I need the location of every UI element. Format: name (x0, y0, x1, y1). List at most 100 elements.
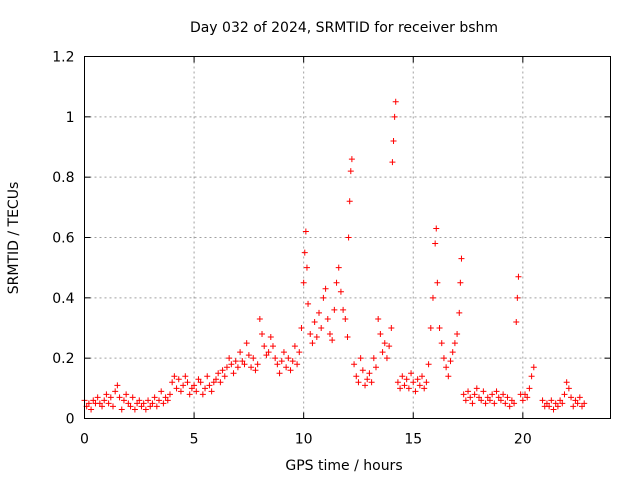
data-point (530, 364, 537, 371)
data-point (326, 331, 333, 338)
data-point (579, 403, 586, 410)
data-point (340, 306, 347, 313)
y-tick-label: 0.2 (52, 351, 74, 367)
data-point (427, 325, 434, 331)
data-point (175, 376, 182, 383)
data-point (322, 285, 329, 292)
data-point (136, 397, 143, 404)
data-point (388, 325, 395, 331)
data-point (85, 400, 92, 407)
data-point (160, 400, 167, 407)
data-point (204, 373, 211, 380)
data-point (228, 361, 235, 368)
data-point (351, 361, 358, 368)
data-point (528, 373, 535, 380)
data-point (301, 249, 308, 256)
data-point (419, 373, 426, 380)
data-point (348, 156, 355, 163)
data-point (383, 355, 390, 362)
x-tick-label: 5 (190, 432, 199, 448)
data-point (311, 318, 318, 325)
data-point (180, 382, 187, 389)
data-point (346, 198, 353, 205)
data-points (81, 98, 588, 413)
data-point (345, 234, 352, 241)
data-point (456, 309, 463, 316)
data-point (276, 370, 283, 377)
data-point (287, 367, 294, 374)
data-point (294, 361, 301, 368)
data-point (169, 379, 176, 386)
data-point (403, 376, 410, 383)
x-tick-label: 20 (514, 432, 532, 448)
data-point (94, 394, 101, 401)
data-point (195, 376, 202, 383)
data-point (563, 379, 570, 386)
data-point (300, 279, 307, 286)
data-point (217, 379, 224, 386)
data-point (392, 98, 399, 105)
data-point (513, 318, 520, 325)
data-point (372, 364, 379, 371)
data-point (425, 361, 432, 368)
data-point (357, 355, 364, 362)
data-point (568, 394, 575, 401)
data-point (156, 397, 163, 404)
data-point (347, 168, 354, 175)
data-point (493, 388, 500, 395)
chart-title: Day 032 of 2024, SRMTID for receiver bsh… (190, 20, 498, 36)
data-point (391, 113, 398, 120)
data-point (559, 400, 566, 407)
data-point (486, 397, 493, 404)
data-point (149, 400, 156, 407)
data-point (245, 352, 252, 359)
data-point (162, 394, 169, 401)
data-point (473, 385, 480, 392)
axis-ticks: 0 0.2 0.4 0.6 0.8 1 1.2 0 5 10 15 20 (52, 50, 611, 448)
data-point (423, 379, 430, 386)
data-point (186, 391, 193, 398)
data-point (467, 394, 474, 401)
y-tick-label: 0 (66, 412, 75, 428)
data-point (337, 288, 344, 295)
data-point (375, 315, 382, 322)
data-point (208, 388, 215, 395)
data-point (462, 397, 469, 404)
data-point (552, 400, 559, 407)
data-point (320, 294, 327, 301)
data-point (147, 403, 154, 410)
y-axis-label: SRMTID / TECUs (6, 182, 22, 295)
data-point (280, 349, 287, 356)
data-point (303, 264, 310, 271)
data-point (412, 388, 419, 395)
data-point (140, 400, 147, 407)
data-point (221, 373, 228, 380)
y-tick-label: 1 (66, 110, 75, 126)
data-point (131, 406, 138, 413)
data-point (554, 403, 561, 410)
data-point (237, 349, 244, 356)
data-point (574, 400, 581, 407)
data-point (543, 400, 550, 407)
data-point (316, 309, 323, 316)
data-point (248, 364, 255, 371)
data-point (410, 379, 417, 386)
data-point (480, 388, 487, 395)
data-point (495, 394, 502, 401)
data-point (109, 403, 116, 410)
data-point (88, 406, 95, 413)
data-point (526, 385, 533, 392)
data-point (105, 400, 112, 407)
data-point (416, 382, 423, 389)
y-tick-label: 0.4 (52, 291, 74, 307)
y-tick-label: 1.2 (52, 50, 74, 66)
data-point (232, 358, 239, 365)
data-point (511, 400, 518, 407)
data-point (289, 358, 296, 365)
data-point (405, 385, 412, 392)
data-point (101, 397, 108, 404)
data-point (454, 331, 461, 338)
data-point (123, 391, 130, 398)
x-tick-label: 15 (404, 432, 422, 448)
